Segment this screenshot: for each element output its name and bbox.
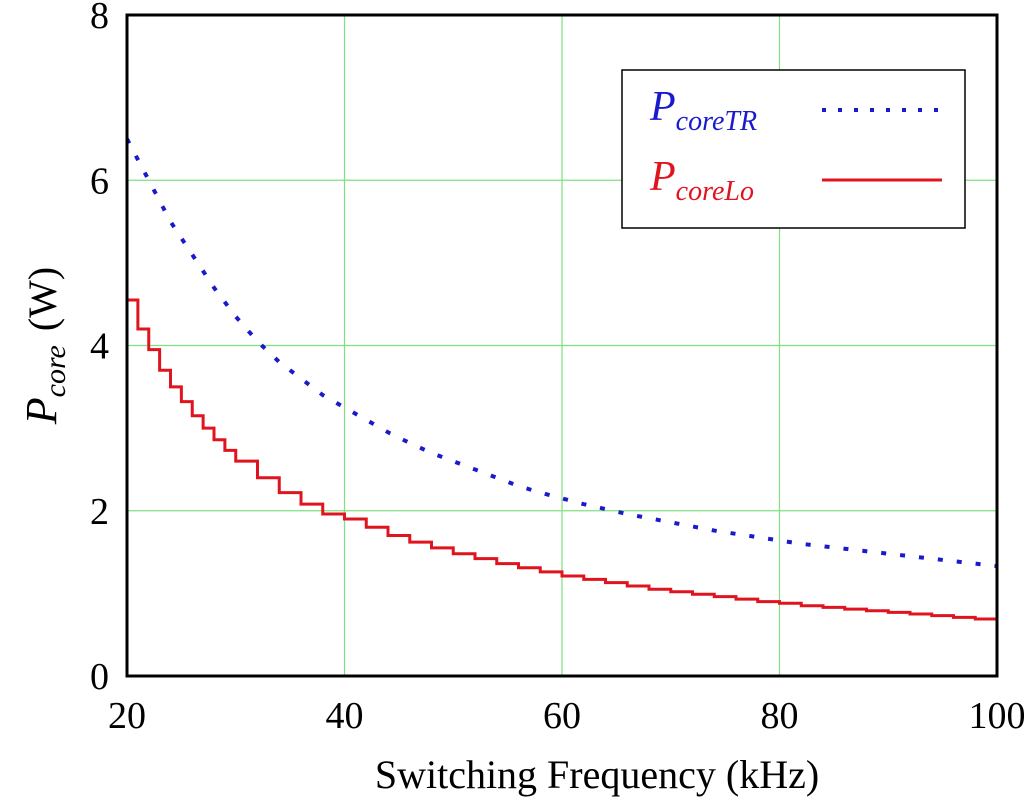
y-axis-subscript: core [39,345,72,397]
y-axis-symbol: P [17,397,66,425]
x-tick-label: 80 [761,695,799,737]
x-tick-label: 20 [108,695,146,737]
x-tick-label: 100 [969,695,1024,737]
x-tick-labels: 20 40 60 80 100 [108,695,1024,737]
y-tick-label: 4 [90,326,109,368]
legend-subscript: coreTR [676,106,757,137]
series-layer [125,138,999,621]
legend-entry-PcoreTR: PcoreTR [649,84,942,137]
y-axis-unit: (W) [20,267,65,331]
x-tick-label: 40 [326,695,364,737]
x-axis-title: Switching Frequency (kHz) [375,752,819,797]
legend-entry-PcoreLo: PcoreLo [649,154,942,207]
x-tick-label: 60 [543,695,581,737]
y-axis-title: Pcore (W) [17,267,72,426]
y-tick-label: 6 [90,160,109,202]
legend-box [621,69,966,229]
y-tick-label: 0 [90,656,109,698]
y-tick-label: 8 [90,0,109,37]
svg-text:PcoreLo: PcoreLo [649,154,754,207]
legend-symbol: P [649,84,676,130]
legend-subscript: coreLo [676,176,754,207]
svg-text:PcoreTR: PcoreTR [649,84,757,137]
series-line-PcoreLo [127,298,999,621]
y-tick-label: 2 [90,491,109,533]
y-tick-labels: 0 2 4 6 8 [90,0,109,698]
legend-symbol: P [649,154,676,200]
plot-frame [125,13,999,678]
svg-text:Pcore(W): Pcore (W) [17,267,72,426]
